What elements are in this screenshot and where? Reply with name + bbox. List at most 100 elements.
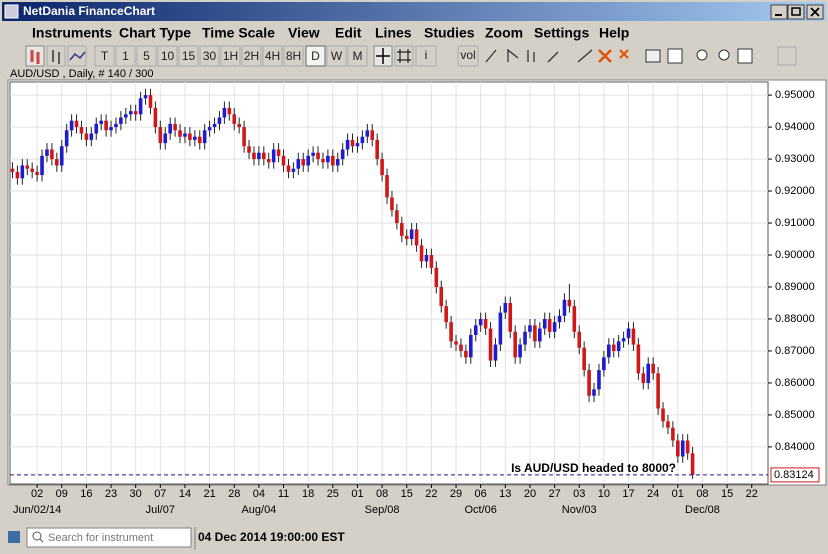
- candle-body: [646, 363, 651, 383]
- candle-body: [350, 139, 355, 147]
- candle-body: [119, 117, 123, 124]
- x-tick-label: 18: [302, 488, 314, 500]
- y-tick-label: 0.93000: [775, 153, 815, 165]
- tool-button[interactable]: [457, 45, 479, 67]
- candle-body: [94, 123, 99, 134]
- candle-body: [124, 114, 128, 118]
- candle-body: [449, 322, 453, 342]
- candle-body: [321, 159, 325, 163]
- timescale-button[interactable]: [115, 45, 136, 67]
- menu-item[interactable]: Help: [599, 25, 629, 41]
- candle-body: [311, 152, 315, 156]
- bar-icon: [52, 50, 60, 64]
- candle-body: [281, 155, 286, 166]
- grid-tool[interactable]: [394, 45, 414, 67]
- candle-tool[interactable]: [25, 45, 45, 67]
- timescale-button[interactable]: [262, 45, 283, 67]
- candle-body: [602, 357, 606, 371]
- candle-body: [296, 159, 301, 169]
- drawing-tools[interactable]: [485, 48, 593, 63]
- timescale-button[interactable]: [326, 45, 347, 67]
- candle-body: [409, 229, 414, 240]
- candle-body: [473, 325, 478, 335]
- x-tick-label: 07: [154, 488, 166, 500]
- menu-item[interactable]: Edit: [335, 25, 362, 41]
- y-tick-label: 0.85000: [775, 409, 815, 421]
- timescale-button[interactable]: [220, 45, 241, 67]
- menu-item[interactable]: Zoom: [485, 25, 523, 41]
- month-label: Aug/04: [241, 504, 276, 516]
- timescale-button[interactable]: [241, 45, 262, 67]
- candle-body: [493, 344, 498, 361]
- zoom-in-tool[interactable]: [696, 49, 708, 61]
- plot-area: [9, 81, 769, 485]
- candle-body: [114, 123, 118, 128]
- tool-button[interactable]: [415, 45, 437, 67]
- candle-body: [286, 165, 291, 172]
- menu-item[interactable]: Chart Type: [119, 25, 191, 41]
- zoom-out-tool[interactable]: [718, 49, 730, 61]
- timescale-button[interactable]: [136, 45, 157, 67]
- search-icon: [32, 531, 42, 541]
- month-label: Jul/07: [146, 504, 175, 516]
- candle-body: [128, 111, 133, 115]
- timescale-button[interactable]: [347, 45, 368, 67]
- x-tick-label: 17: [622, 488, 634, 500]
- candle-body: [483, 318, 488, 329]
- candle-body: [631, 328, 636, 345]
- timescale-button[interactable]: [157, 45, 178, 67]
- candle-body: [498, 312, 503, 345]
- menu-item[interactable]: Lines: [375, 25, 412, 41]
- candle-body: [533, 325, 537, 342]
- candle-body: [30, 168, 34, 172]
- candle-body: [572, 306, 577, 332]
- candle-body: [454, 341, 458, 345]
- candle-body: [582, 347, 586, 371]
- candle-body: [55, 159, 59, 166]
- menu-item[interactable]: Studies: [424, 25, 475, 41]
- timescale-label: M: [353, 49, 363, 63]
- candle-body: [528, 325, 532, 332]
- candle-body: [276, 149, 281, 156]
- timescale-label: 2H: [244, 49, 259, 63]
- bar-tool[interactable]: [46, 45, 66, 67]
- candle-body: [464, 350, 468, 358]
- minimize-button[interactable]: [770, 4, 788, 20]
- menu-item[interactable]: Instruments: [32, 25, 112, 41]
- preview-tool[interactable]: [667, 48, 683, 64]
- candle-body: [45, 149, 49, 156]
- search-box[interactable]: [26, 527, 192, 548]
- candle-body: [513, 331, 517, 358]
- candle-body: [680, 440, 685, 457]
- candle-body: [291, 168, 296, 172]
- timescale-button[interactable]: [305, 45, 326, 67]
- delete-tool[interactable]: [598, 49, 612, 63]
- candle-body: [306, 155, 310, 166]
- candle-body: [202, 130, 207, 144]
- candle-body: [20, 165, 25, 179]
- candle-body: [183, 133, 187, 137]
- candle-body: [193, 136, 197, 140]
- y-tick-label: 0.87000: [775, 345, 815, 357]
- maximize-button[interactable]: [787, 4, 805, 20]
- menu-item[interactable]: View: [288, 25, 320, 41]
- x-tick-label: 15: [721, 488, 733, 500]
- candle-body: [518, 344, 522, 358]
- timescale-button[interactable]: [178, 45, 199, 67]
- title-bar: [2, 2, 826, 21]
- menu-item[interactable]: Time Scale: [202, 25, 275, 41]
- timescale-button[interactable]: [94, 45, 115, 67]
- timescale-button[interactable]: [283, 45, 304, 67]
- delete-all-tool[interactable]: [619, 49, 629, 59]
- candle-body: [153, 107, 158, 128]
- x-tick-label: 28: [228, 488, 240, 500]
- print-tool[interactable]: [645, 49, 661, 63]
- timescale-button[interactable]: [199, 45, 220, 67]
- pin-tool[interactable]: [777, 46, 797, 66]
- zoom-fit-tool[interactable]: [737, 48, 753, 64]
- candle-body: [59, 146, 64, 166]
- menu-item[interactable]: Settings: [534, 25, 589, 41]
- timescale-label: 5: [143, 49, 150, 63]
- candle-body: [459, 344, 463, 351]
- x-tick-label: 16: [80, 488, 92, 500]
